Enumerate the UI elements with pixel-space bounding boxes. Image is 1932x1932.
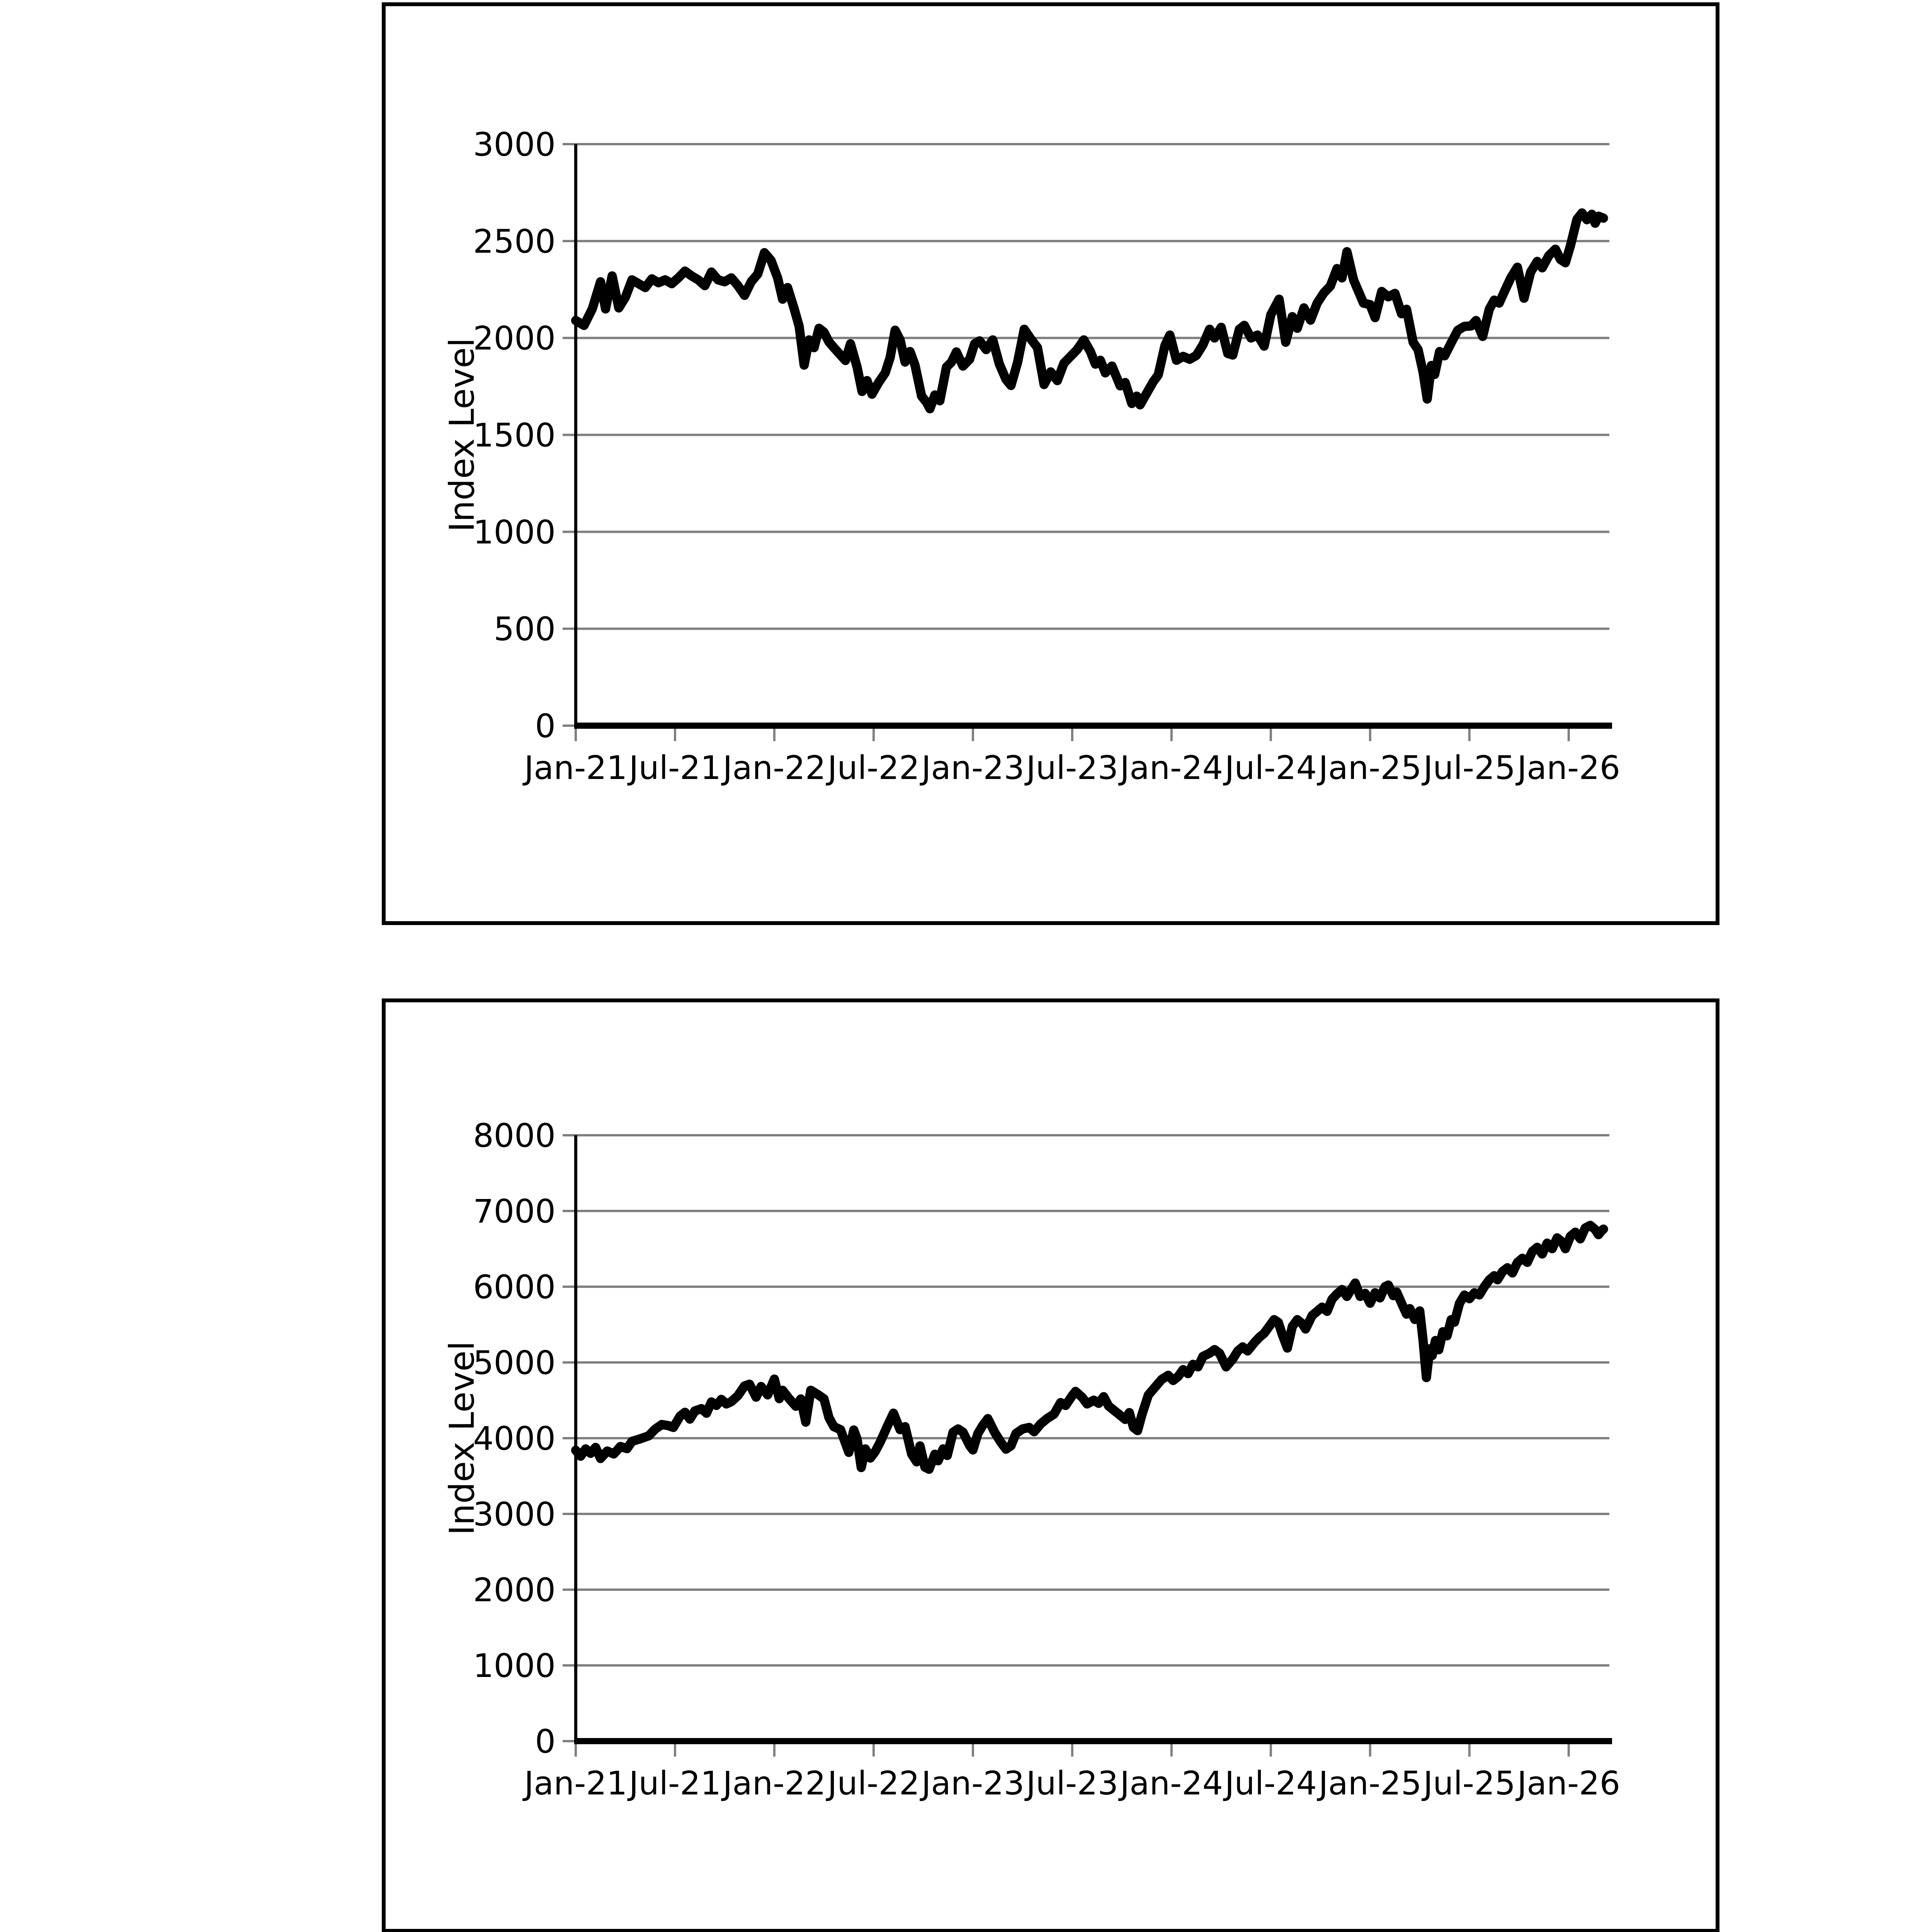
svg-text:Jul-25: Jul-25 (1422, 1764, 1516, 1802)
svg-text:Index Level: Index Level (442, 338, 482, 532)
svg-text:500: 500 (494, 610, 556, 648)
svg-text:Jul-22: Jul-22 (826, 1764, 920, 1802)
svg-text:2000: 2000 (473, 320, 556, 357)
svg-text:Jan-26: Jan-26 (1515, 749, 1620, 787)
svg-text:Jan-21: Jan-21 (522, 1764, 628, 1802)
svg-text:Jan-24: Jan-24 (1118, 749, 1223, 787)
svg-text:Jul-21: Jul-21 (627, 1764, 721, 1802)
svg-text:3000: 3000 (473, 1495, 556, 1533)
svg-text:Jul-22: Jul-22 (826, 749, 920, 787)
svg-text:5000: 5000 (473, 1344, 556, 1382)
svg-text:Jul-25: Jul-25 (1422, 749, 1516, 787)
svg-text:7000: 7000 (473, 1192, 556, 1230)
svg-text:Jan-22: Jan-22 (721, 1764, 826, 1802)
svg-text:1000: 1000 (473, 1647, 556, 1685)
top-chart-frame: 0 500 1000 1500 2000 2500 3000 Jan-21 Jul-21 Jan-… (382, 2, 1719, 925)
bottom-chart-frame: 0 1000 2000 3000 4000 5000 6000 7000 8000 Jan-21 J… (382, 998, 1719, 1932)
svg-text:Jul-23: Jul-23 (1024, 749, 1119, 787)
svg-text:Jan-26: Jan-26 (1515, 1764, 1620, 1802)
svg-text:8000: 8000 (473, 1117, 556, 1155)
svg-text:Jan-21: Jan-21 (522, 749, 628, 787)
svg-text:Jan-23: Jan-23 (920, 1764, 1025, 1802)
svg-text:Jan-24: Jan-24 (1118, 1764, 1223, 1802)
svg-text:Jan-23: Jan-23 (920, 749, 1025, 787)
svg-text:6000: 6000 (473, 1268, 556, 1306)
svg-text:1500: 1500 (473, 417, 556, 454)
svg-text:Jan-25: Jan-25 (1316, 1764, 1422, 1802)
svg-text:2000: 2000 (473, 1571, 556, 1609)
svg-text:Jul-21: Jul-21 (627, 749, 721, 787)
svg-text:Index Level: Index Level (442, 1341, 482, 1536)
svg-text:Jul-24: Jul-24 (1223, 749, 1317, 787)
svg-text:1000: 1000 (473, 513, 556, 551)
svg-text:4000: 4000 (473, 1420, 556, 1458)
svg-text:3000: 3000 (473, 126, 556, 163)
svg-text:0: 0 (535, 1723, 556, 1760)
svg-text:2500: 2500 (473, 223, 556, 260)
svg-text:0: 0 (535, 707, 556, 745)
svg-text:Jan-25: Jan-25 (1316, 749, 1422, 787)
svg-text:Jan-22: Jan-22 (721, 749, 826, 787)
svg-text:Jul-23: Jul-23 (1024, 1764, 1119, 1802)
svg-text:Jul-24: Jul-24 (1223, 1764, 1317, 1802)
